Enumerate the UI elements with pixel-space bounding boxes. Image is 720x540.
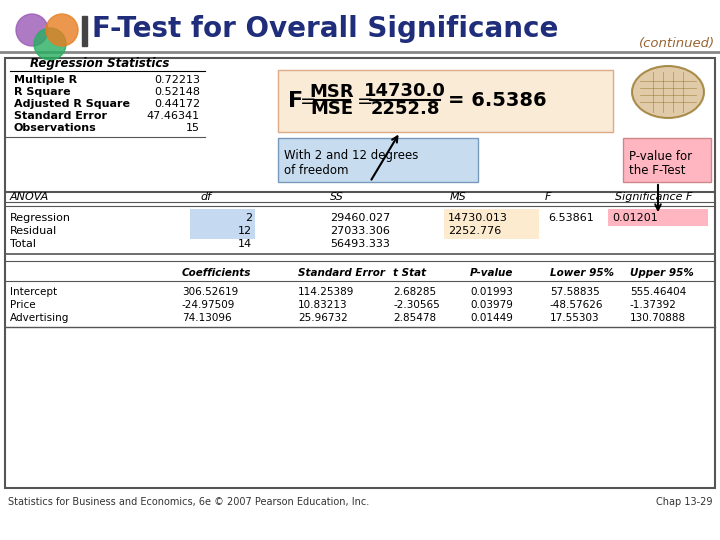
Text: t Stat: t Stat — [393, 268, 426, 278]
Text: 57.58835: 57.58835 — [550, 287, 600, 297]
Text: 0.01449: 0.01449 — [470, 313, 513, 323]
Text: With 2 and 12 degrees: With 2 and 12 degrees — [284, 150, 418, 163]
Text: Standard Error: Standard Error — [298, 268, 385, 278]
Circle shape — [34, 28, 66, 60]
Text: 2.85478: 2.85478 — [393, 313, 436, 323]
Text: Adjusted R Square: Adjusted R Square — [14, 99, 130, 109]
Text: 306.52619: 306.52619 — [182, 287, 238, 297]
Text: 555.46404: 555.46404 — [630, 287, 686, 297]
Text: R Square: R Square — [14, 87, 71, 97]
Text: df: df — [200, 192, 211, 202]
Circle shape — [46, 14, 78, 46]
Text: =: = — [357, 91, 374, 111]
Text: Statistics for Business and Economics, 6e © 2007 Pearson Education, Inc.: Statistics for Business and Economics, 6… — [8, 497, 369, 507]
Text: 17.55303: 17.55303 — [550, 313, 600, 323]
Text: 0.01201: 0.01201 — [612, 213, 658, 223]
Text: the F-Test: the F-Test — [629, 164, 685, 177]
Text: 14730.0: 14730.0 — [364, 82, 446, 100]
Text: -24.97509: -24.97509 — [182, 300, 235, 310]
Text: P-value for: P-value for — [629, 150, 692, 163]
Text: -1.37392: -1.37392 — [630, 300, 677, 310]
Text: Lower 95%: Lower 95% — [550, 268, 614, 278]
Text: ANOVA: ANOVA — [10, 192, 49, 202]
Text: (continued): (continued) — [639, 37, 715, 50]
Text: 14: 14 — [238, 239, 252, 249]
Text: Multiple R: Multiple R — [14, 75, 77, 85]
Text: 2252.776: 2252.776 — [448, 226, 501, 236]
Bar — [190, 209, 255, 226]
Bar — [623, 138, 711, 182]
Text: =: = — [300, 91, 317, 111]
Text: Observations: Observations — [14, 123, 96, 133]
Text: 12: 12 — [238, 226, 252, 236]
Text: Standard Error: Standard Error — [14, 111, 107, 121]
Text: 27033.306: 27033.306 — [330, 226, 390, 236]
Text: 0.44172: 0.44172 — [154, 99, 200, 109]
Bar — [5, 58, 715, 488]
Bar — [190, 222, 255, 239]
Text: 56493.333: 56493.333 — [330, 239, 390, 249]
Text: = 6.5386: = 6.5386 — [448, 91, 546, 111]
Text: Advertising: Advertising — [10, 313, 69, 323]
Text: 0.52148: 0.52148 — [154, 87, 200, 97]
Text: 74.13096: 74.13096 — [182, 313, 232, 323]
Text: 0.72213: 0.72213 — [154, 75, 200, 85]
Text: Upper 95%: Upper 95% — [630, 268, 694, 278]
Bar — [278, 70, 613, 132]
Text: F: F — [545, 192, 552, 202]
Text: 2252.8: 2252.8 — [370, 100, 440, 118]
Text: P-value: P-value — [470, 268, 513, 278]
Bar — [278, 138, 478, 182]
Text: Intercept: Intercept — [10, 287, 57, 297]
Text: 25.96732: 25.96732 — [298, 313, 348, 323]
Text: 114.25389: 114.25389 — [298, 287, 354, 297]
Text: 0.03979: 0.03979 — [470, 300, 513, 310]
Text: 29460.027: 29460.027 — [330, 213, 390, 223]
Text: 130.70888: 130.70888 — [630, 313, 686, 323]
Text: Regression Statistics: Regression Statistics — [30, 57, 170, 70]
Text: 14730.013: 14730.013 — [448, 213, 508, 223]
Text: Total: Total — [10, 239, 36, 249]
Ellipse shape — [632, 66, 704, 118]
Bar — [444, 209, 539, 226]
Text: MSR: MSR — [310, 83, 354, 101]
Text: Regression: Regression — [10, 213, 71, 223]
Text: 0.01993: 0.01993 — [470, 287, 513, 297]
Text: MS: MS — [450, 192, 467, 202]
Text: Chap 13-29: Chap 13-29 — [655, 497, 712, 507]
Text: Coefficients: Coefficients — [182, 268, 251, 278]
Text: -48.57626: -48.57626 — [550, 300, 603, 310]
Text: 2: 2 — [245, 213, 252, 223]
Circle shape — [16, 14, 48, 46]
Text: Significance F: Significance F — [615, 192, 693, 202]
Text: 6.53861: 6.53861 — [548, 213, 594, 223]
Bar — [608, 209, 708, 226]
Text: of freedom: of freedom — [284, 164, 348, 177]
Bar — [444, 222, 539, 239]
Text: MSE: MSE — [310, 100, 354, 118]
Text: F: F — [288, 91, 303, 111]
Text: F-Test for Overall Significance: F-Test for Overall Significance — [92, 15, 559, 43]
Text: -2.30565: -2.30565 — [393, 300, 440, 310]
Text: 2.68285: 2.68285 — [393, 287, 436, 297]
Text: 10.83213: 10.83213 — [298, 300, 348, 310]
Text: Residual: Residual — [10, 226, 58, 236]
Text: 47.46341: 47.46341 — [147, 111, 200, 121]
Text: SS: SS — [330, 192, 344, 202]
Text: 15: 15 — [186, 123, 200, 133]
Text: Price: Price — [10, 300, 35, 310]
Bar — [82, 16, 87, 46]
